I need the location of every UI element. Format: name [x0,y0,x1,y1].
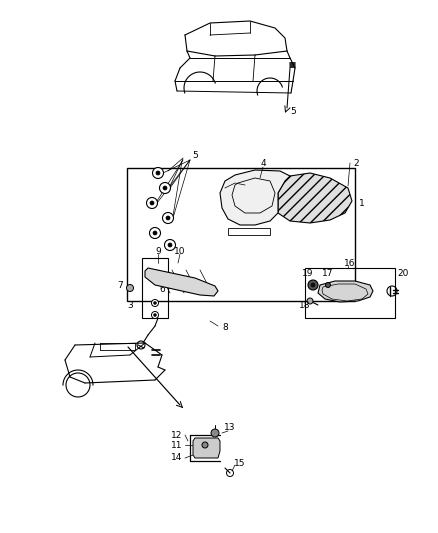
Circle shape [153,231,157,235]
Circle shape [307,298,313,304]
Circle shape [162,213,173,223]
Circle shape [165,239,176,251]
Text: 6: 6 [159,285,165,294]
Text: 19: 19 [302,269,314,278]
Polygon shape [220,170,290,225]
Text: 14: 14 [171,454,183,463]
Circle shape [166,216,170,220]
Circle shape [202,442,208,448]
Circle shape [308,280,318,290]
Circle shape [163,186,167,190]
Text: 15: 15 [234,458,246,467]
Text: 3: 3 [127,301,133,310]
Text: 20: 20 [397,269,409,278]
Polygon shape [193,438,220,458]
Circle shape [169,278,175,284]
Circle shape [168,243,172,247]
Circle shape [154,302,156,304]
Text: 4: 4 [260,158,266,167]
Text: 1: 1 [359,198,365,207]
Polygon shape [318,281,373,302]
Text: 5: 5 [290,107,296,116]
Circle shape [154,314,156,316]
Bar [127,168,355,301]
Circle shape [159,182,170,193]
Text: 10: 10 [174,246,186,255]
Circle shape [325,282,331,287]
Circle shape [152,311,159,319]
Text: 7: 7 [117,280,123,289]
Circle shape [156,171,160,175]
Circle shape [150,201,154,205]
Polygon shape [145,268,218,296]
Text: 13: 13 [224,424,236,432]
Text: 16: 16 [344,259,356,268]
Circle shape [149,228,160,238]
Text: 5: 5 [192,151,198,160]
Polygon shape [278,173,352,223]
Text: 17: 17 [322,269,334,278]
Text: 2: 2 [353,158,359,167]
Circle shape [211,429,219,437]
Bar [305,268,395,318]
Text: 9: 9 [155,246,161,255]
Circle shape [311,283,315,287]
Text: 18: 18 [299,301,311,310]
Circle shape [152,300,159,306]
Circle shape [152,167,163,179]
Text: 11: 11 [171,440,183,449]
Circle shape [127,285,134,292]
Text: 8: 8 [222,324,228,333]
Text: 12: 12 [171,431,183,440]
Circle shape [146,198,158,208]
